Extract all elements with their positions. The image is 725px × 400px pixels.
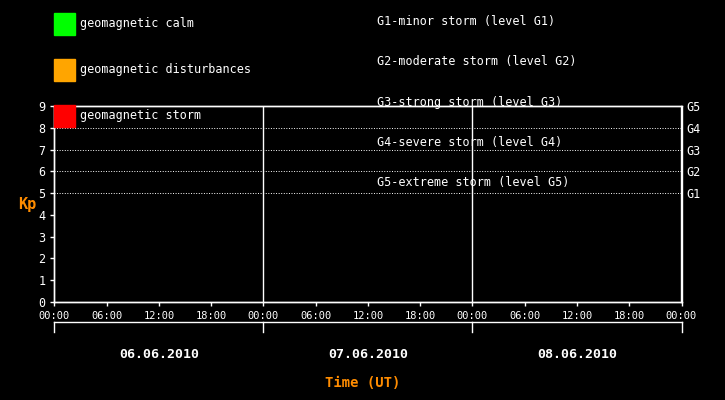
Text: geomagnetic disturbances: geomagnetic disturbances xyxy=(80,64,252,76)
Text: geomagnetic storm: geomagnetic storm xyxy=(80,110,202,122)
Text: Time (UT): Time (UT) xyxy=(325,376,400,390)
Text: 08.06.2010: 08.06.2010 xyxy=(537,348,617,360)
Text: G2-moderate storm (level G2): G2-moderate storm (level G2) xyxy=(377,56,576,68)
Text: G3-strong storm (level G3): G3-strong storm (level G3) xyxy=(377,96,563,108)
Text: geomagnetic calm: geomagnetic calm xyxy=(80,18,194,30)
Text: G5-extreme storm (level G5): G5-extreme storm (level G5) xyxy=(377,176,569,188)
Text: G4-severe storm (level G4): G4-severe storm (level G4) xyxy=(377,136,563,148)
Text: 06.06.2010: 06.06.2010 xyxy=(119,348,199,360)
Text: 07.06.2010: 07.06.2010 xyxy=(328,348,408,360)
Text: G1-minor storm (level G1): G1-minor storm (level G1) xyxy=(377,16,555,28)
Y-axis label: Kp: Kp xyxy=(18,196,36,212)
